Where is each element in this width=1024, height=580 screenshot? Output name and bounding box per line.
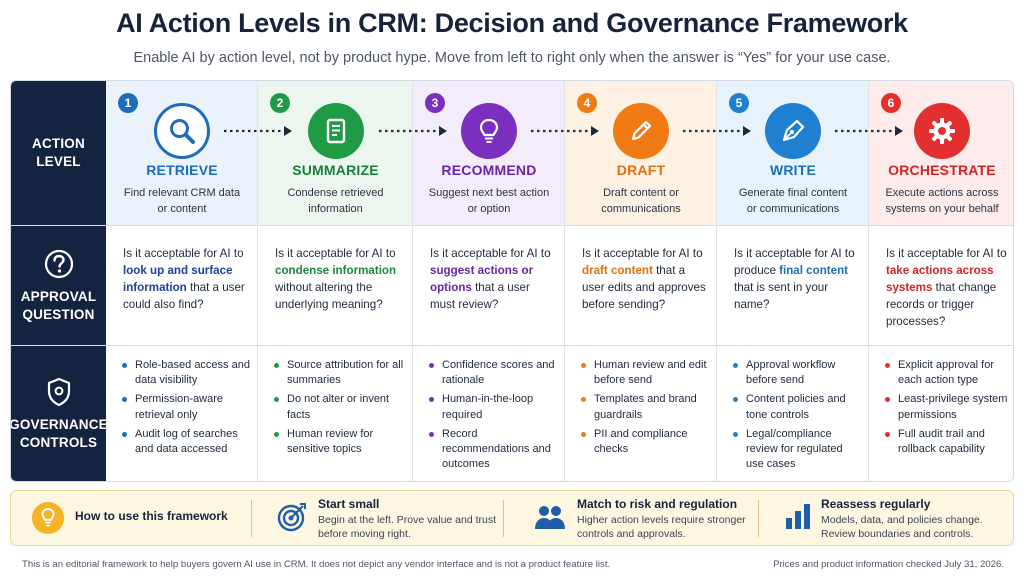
list-item: Record recommendations and outcomes [429, 427, 559, 473]
progression-arrow [835, 126, 903, 136]
list-item: Permission-aware retrieval only [122, 392, 252, 422]
approval-question: Is it acceptable for AI to condense info… [275, 247, 397, 311]
list-item: Templates and brand guardrails [581, 392, 711, 422]
list-item: Role-based access and data visibility [122, 358, 252, 388]
tip-text: Models, data, and policies change. Revie… [821, 514, 983, 540]
level-description: Find relevant CRM data or content [123, 187, 241, 215]
tip-text: Begin at the left. Prove value and trust… [318, 514, 497, 540]
level-description: Draft content or communications [601, 187, 681, 215]
level-description: Generate final content or communications [738, 187, 848, 215]
list-item: Least-privilege system permissions [885, 392, 1009, 422]
document-icon [308, 103, 364, 159]
bar-chart-icon [786, 504, 810, 529]
tip-title: Match to risk and regulation [577, 497, 738, 511]
list-item: Source attribution for all summaries [274, 358, 407, 388]
level-description: Condense retrieved information [287, 187, 384, 215]
level-title: WRITE [769, 162, 817, 178]
list-item: Approval workflow before send [733, 358, 863, 388]
level-number-badge: 4 [577, 93, 597, 113]
tip-title: Start small [318, 497, 380, 511]
page-subtitle: Enable AI by action level, not by produc… [133, 50, 891, 66]
row-divider [11, 345, 1013, 346]
progression-arrow [224, 126, 292, 136]
governance-controls-list: Approval workflow before send Content po… [733, 358, 863, 476]
tip-match-risk: Match to risk and regulation Higher acti… [504, 491, 758, 545]
level-number-badge: 5 [729, 93, 749, 113]
tip-reassess: Reassess regularly Models, data, and pol… [759, 491, 1013, 545]
level-column-write: 5 WRITE Generate final content or commun… [717, 81, 869, 481]
level-title: RETRIEVE [146, 162, 218, 178]
approval-question: Is it acceptable for AI to look up and s… [123, 247, 245, 311]
people-icon [535, 506, 565, 529]
governance-controls-list: Explicit approval for each action type L… [885, 358, 1009, 461]
progression-arrow [379, 126, 447, 136]
list-item: Full audit trail and rollback capability [885, 427, 1009, 457]
shield-icon [47, 377, 70, 406]
approval-question: Is it acceptable for AI to take actions … [886, 247, 1007, 328]
progression-arrow [683, 126, 751, 136]
list-item: PII and compliance checks [581, 427, 711, 457]
list-item: Human-in-the-loop required [429, 392, 559, 422]
level-number-badge: 2 [270, 93, 290, 113]
governance-controls-list: Role-based access and data visibility Pe… [122, 358, 252, 461]
pencil-icon [613, 103, 669, 159]
level-description: Suggest next best action or option [428, 187, 550, 215]
level-column-draft: 4 DRAFT Draft content or communications … [565, 81, 717, 481]
list-item: Audit log of searches and data accessed [122, 427, 252, 457]
list-item: Human review for sensitive topics [274, 427, 407, 457]
row-header-label: APPROVAL QUESTION [20, 288, 97, 322]
row-header-label: ACTION LEVEL [32, 136, 85, 169]
list-item: Legal/compliance review for regulated us… [733, 427, 863, 473]
approval-question: Is it acceptable for AI to suggest actio… [430, 247, 551, 311]
list-item: Human review and edit before send [581, 358, 711, 388]
price-check-note: Prices and product information checked J… [773, 559, 1004, 570]
list-item: Do not alter or invent facts [274, 392, 407, 422]
level-column-orchestrate: 6 ORCHESTRATE Execute actions across sys… [869, 81, 1013, 481]
level-description: Execute actions across systems on your b… [885, 187, 999, 215]
magnifier-icon [154, 103, 210, 159]
row-divider [11, 225, 1013, 226]
list-item: Explicit approval for each action type [885, 358, 1009, 388]
list-item: Confidence scores and rationale [429, 358, 559, 388]
level-number-badge: 3 [425, 93, 445, 113]
list-item: Content policies and tone controls [733, 392, 863, 422]
row-header-action-level: ACTION LEVEL [11, 81, 106, 225]
level-column-recommend: 3 RECOMMEND Suggest next best action or … [413, 81, 565, 481]
level-title: ORCHESTRATE [888, 162, 996, 178]
level-title: SUMMARIZE [292, 162, 379, 178]
tip-start-small: Start small Begin at the left. Prove val… [252, 491, 502, 545]
governance-controls-list: Human review and edit before send Templa… [581, 358, 711, 461]
level-title: RECOMMEND [441, 162, 537, 178]
how-to-title: How to use this framework [75, 509, 228, 523]
lightbulb-icon [461, 103, 517, 159]
framework-grid: ACTION LEVEL APPROVAL QUESTION GOVERNANC… [10, 80, 1014, 482]
page-title: AI Action Levels in CRM: Decision and Go… [116, 8, 908, 38]
tip-text: Higher action levels require stronger co… [577, 514, 746, 540]
progression-arrow [531, 126, 599, 136]
disclaimer-text: This is an editorial framework to help b… [22, 559, 611, 570]
approval-question: Is it acceptable for AI to produce final… [734, 247, 855, 311]
level-number-badge: 1 [118, 93, 138, 113]
lightbulb-icon [32, 502, 64, 534]
pen-nib-icon [765, 103, 821, 159]
level-number-badge: 6 [881, 93, 901, 113]
row-header-label: GOVERNANCE CONTROLS [10, 416, 108, 450]
gear-icon [914, 103, 970, 159]
question-circle-icon [44, 249, 73, 278]
row-header-approval-question: APPROVAL QUESTION [11, 226, 106, 345]
level-column-summarize: 2 SUMMARIZE Condense retrieved informati… [258, 81, 413, 481]
approval-question: Is it acceptable for AI to draft content… [582, 247, 706, 311]
how-to-use-panel: How to use this framework Start small Be… [10, 490, 1014, 546]
level-column-retrieve: 1 RETRIEVE Find relevant CRM data or con… [106, 81, 258, 481]
tip-title: Reassess regularly [821, 497, 931, 511]
level-title: DRAFT [616, 162, 666, 178]
row-header-governance-controls: GOVERNANCE CONTROLS [10, 346, 108, 481]
governance-controls-list: Source attribution for all summaries Do … [274, 358, 407, 461]
target-icon [277, 503, 306, 532]
governance-controls-list: Confidence scores and rationale Human-in… [429, 358, 559, 476]
